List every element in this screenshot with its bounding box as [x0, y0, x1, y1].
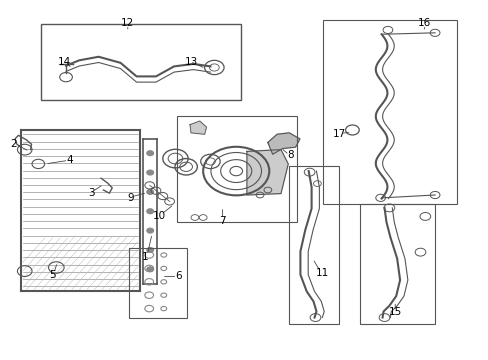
Text: 5: 5 — [49, 270, 56, 280]
Circle shape — [146, 228, 153, 233]
Text: 17: 17 — [332, 129, 345, 139]
Polygon shape — [267, 133, 299, 154]
Circle shape — [146, 247, 153, 252]
Bar — [128, 248, 187, 318]
Circle shape — [146, 209, 153, 214]
Bar — [323, 20, 457, 204]
Text: 6: 6 — [175, 271, 182, 282]
Bar — [177, 116, 296, 222]
Text: 15: 15 — [388, 307, 401, 317]
Text: 13: 13 — [184, 57, 197, 67]
Text: 7: 7 — [219, 216, 225, 226]
Circle shape — [146, 267, 153, 272]
Text: 2: 2 — [10, 139, 17, 149]
Circle shape — [146, 189, 153, 194]
Text: 11: 11 — [315, 268, 328, 278]
Circle shape — [146, 170, 153, 175]
Bar — [41, 23, 240, 100]
Text: 12: 12 — [121, 18, 134, 28]
Text: 14: 14 — [58, 57, 71, 67]
Bar — [360, 204, 434, 324]
Text: 8: 8 — [287, 150, 293, 160]
Bar — [288, 166, 339, 324]
Text: 10: 10 — [153, 211, 165, 221]
Text: 3: 3 — [88, 188, 95, 198]
Text: 4: 4 — [66, 156, 73, 165]
Polygon shape — [190, 121, 206, 134]
Polygon shape — [246, 150, 287, 195]
Text: 9: 9 — [127, 193, 133, 203]
Text: 16: 16 — [417, 18, 430, 28]
Text: 1: 1 — [141, 252, 148, 262]
Circle shape — [146, 151, 153, 156]
